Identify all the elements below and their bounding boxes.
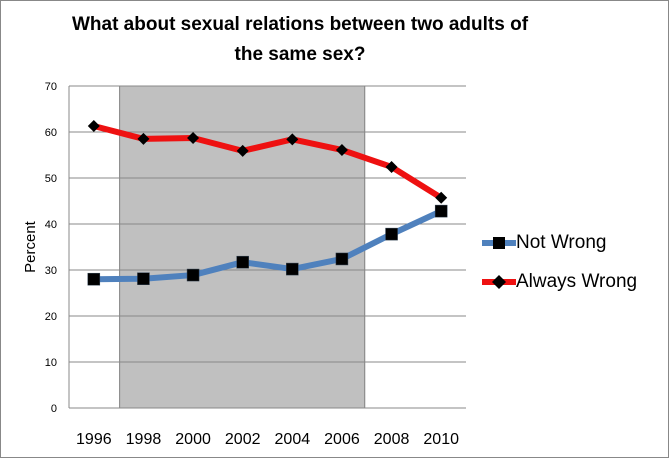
legend-label: Always Wrong — [516, 271, 638, 292]
data-point-diamond — [385, 160, 398, 173]
y-tick-label: 10 — [45, 357, 57, 369]
y-tick-label: 60 — [45, 127, 57, 139]
x-tick-label: 2004 — [275, 431, 311, 448]
data-point-square — [385, 227, 398, 241]
y-axis-label: Percent — [22, 220, 39, 273]
data-point-square — [186, 268, 200, 282]
legend-label: Not Wrong — [516, 232, 607, 253]
data-point-square — [137, 272, 150, 285]
series-line-always-wrong — [93, 123, 443, 201]
series-line-not-wrong — [93, 208, 443, 283]
data-point-diamond — [137, 132, 150, 145]
x-tick-label: 2008 — [374, 431, 410, 448]
y-tick-label: 30 — [45, 265, 57, 277]
y-tick-label: 0 — [51, 403, 57, 415]
data-point-square — [286, 262, 299, 276]
data-point-diamond — [335, 143, 348, 156]
x-tick-label: 2010 — [423, 431, 459, 448]
data-point-diamond — [286, 133, 299, 146]
y-tick-label: 70 — [45, 81, 57, 93]
x-tick-label: 1996 — [76, 431, 112, 448]
x-tick-label: 2000 — [175, 431, 211, 448]
y-tick-label: 40 — [45, 219, 57, 231]
data-point-diamond — [435, 191, 448, 204]
data-point-square — [335, 252, 349, 266]
shaded-region — [119, 85, 366, 409]
data-point-square — [236, 255, 249, 269]
data-point-diamond — [236, 144, 249, 157]
y-tick-label: 50 — [45, 173, 57, 185]
legend-square-marker-icon — [482, 237, 516, 249]
data-point-square — [87, 272, 101, 286]
legend-always-wrong: Always Wrong — [482, 271, 637, 293]
data-point-diamond — [187, 131, 200, 144]
y-tick-label: 20 — [45, 311, 57, 323]
legend-diamond-marker-icon — [482, 275, 516, 289]
x-tick-label: 1998 — [126, 431, 162, 448]
x-tick-label: 2006 — [324, 431, 360, 448]
data-point-square — [434, 204, 448, 218]
x-tick-label: 2002 — [225, 431, 261, 448]
chart-title-line1: What about sexual relations between two … — [71, 14, 529, 35]
data-point-diamond — [87, 120, 100, 133]
chart-title-line2: the same sex? — [234, 44, 366, 65]
legend-not-wrong: Not Wrong — [482, 232, 606, 254]
